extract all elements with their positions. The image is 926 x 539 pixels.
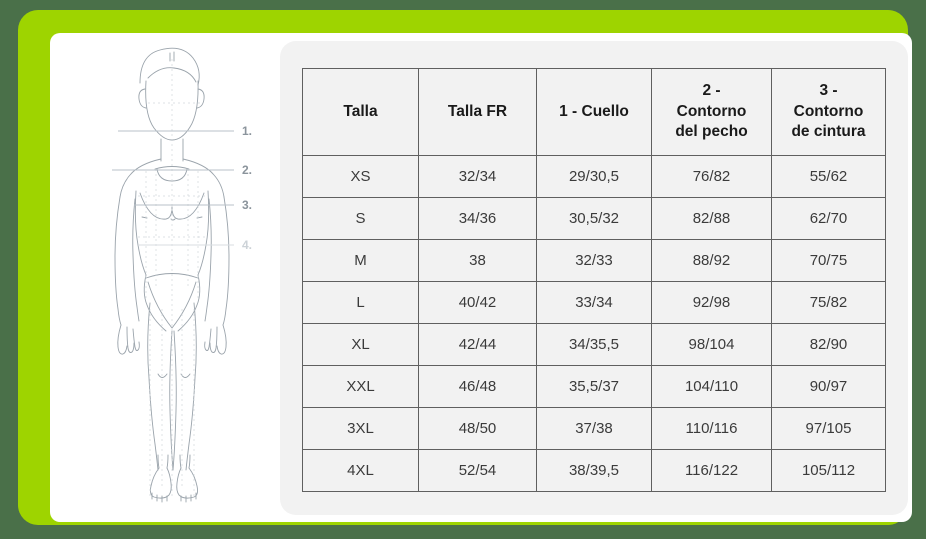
header-line: Contorno [793, 102, 864, 120]
cell-cuello: 37/38 [536, 407, 652, 450]
header-line: 2 - [702, 81, 721, 99]
cell-contorno-pecho: 88/92 [651, 239, 772, 282]
table-header: Talla Talla FR 1 - Cuello 2 - Contorno [302, 68, 886, 156]
cell-contorno-cintura: 82/90 [771, 323, 886, 366]
table-row: XXL 46/48 35,5/37 104/110 90/97 [302, 365, 886, 408]
table-header-row: Talla Talla FR 1 - Cuello 2 - Contorno [302, 68, 886, 156]
header-line: 3 - [819, 81, 838, 99]
header-line: de cintura [791, 123, 866, 141]
cell-talla: XXL [302, 365, 419, 408]
cell-contorno-pecho: 92/98 [651, 281, 772, 324]
column-header-contorno-cintura: 3 - Contorno de cintura [771, 68, 886, 156]
marker-3-label: 3. [242, 198, 252, 212]
cell-talla: 4XL [302, 449, 419, 492]
marker-4-label: 4. [242, 238, 252, 252]
cell-contorno-pecho: 98/104 [651, 323, 772, 366]
cell-talla-fr: 40/42 [418, 281, 537, 324]
column-header-talla-fr: Talla FR [418, 68, 537, 156]
cell-talla-fr: 34/36 [418, 197, 537, 240]
header-line: Contorno [676, 102, 747, 120]
table-row: XL 42/44 34/35,5 98/104 82/90 [302, 323, 886, 366]
table-row: M 38 32/33 88/92 70/75 [302, 239, 886, 282]
cell-talla: L [302, 281, 419, 324]
body-figure-illustration: 1. 2. 3. 4. [78, 41, 288, 511]
cell-contorno-cintura: 75/82 [771, 281, 886, 324]
column-header-talla: Talla [302, 68, 419, 156]
cell-talla-fr: 48/50 [418, 407, 537, 450]
cell-talla: XL [302, 323, 419, 366]
marker-1-label: 1. [242, 124, 252, 138]
cell-contorno-cintura: 62/70 [771, 197, 886, 240]
table-body: XS 32/34 29/30,5 76/82 55/62 S 34/36 30,… [302, 155, 886, 492]
cell-contorno-cintura: 55/62 [771, 155, 886, 198]
measurement-guide-lines [112, 130, 234, 246]
cell-talla-fr: 38 [418, 239, 537, 282]
table-row: 3XL 48/50 37/38 110/116 97/105 [302, 407, 886, 450]
table-row: 4XL 52/54 38/39,5 116/122 105/112 [302, 449, 886, 492]
figure-construction-lines [138, 59, 206, 499]
header-line: 1 - Cuello [559, 102, 629, 120]
cell-cuello: 34/35,5 [536, 323, 652, 366]
column-header-cuello: 1 - Cuello [536, 68, 652, 156]
marker-2-label: 2. [242, 163, 252, 177]
cell-cuello: 30,5/32 [536, 197, 652, 240]
cell-talla: M [302, 239, 419, 282]
table-row: XS 32/34 29/30,5 76/82 55/62 [302, 155, 886, 198]
body-figure-svg: 1. 2. 3. 4. [112, 47, 252, 503]
header-line: del pecho [675, 123, 748, 141]
column-header-contorno-pecho: 2 - Contorno del pecho [651, 68, 772, 156]
cell-contorno-cintura: 70/75 [771, 239, 886, 282]
cell-contorno-pecho: 110/116 [651, 407, 772, 450]
header-line: Talla FR [447, 102, 508, 120]
cell-talla: S [302, 197, 419, 240]
cell-contorno-pecho: 104/110 [651, 365, 772, 408]
table-row: L 40/42 33/34 92/98 75/82 [302, 281, 886, 324]
cell-cuello: 35,5/37 [536, 365, 652, 408]
cell-contorno-pecho: 116/122 [651, 449, 772, 492]
cell-talla-fr: 32/34 [418, 155, 537, 198]
content-canvas: 1. 2. 3. 4. Talla [50, 33, 912, 522]
size-chart-table: Talla Talla FR 1 - Cuello 2 - Contorno [302, 68, 886, 492]
cell-contorno-pecho: 76/82 [651, 155, 772, 198]
table-row: S 34/36 30,5/32 82/88 62/70 [302, 197, 886, 240]
size-table-panel: Talla Talla FR 1 - Cuello 2 - Contorno [280, 41, 908, 515]
cell-contorno-cintura: 105/112 [771, 449, 886, 492]
cell-talla: 3XL [302, 407, 419, 450]
cell-contorno-pecho: 82/88 [651, 197, 772, 240]
cell-talla-fr: 52/54 [418, 449, 537, 492]
cell-contorno-cintura: 90/97 [771, 365, 886, 408]
cell-cuello: 32/33 [536, 239, 652, 282]
header-line: Talla [343, 102, 378, 120]
cell-talla-fr: 46/48 [418, 365, 537, 408]
cell-cuello: 29/30,5 [536, 155, 652, 198]
cell-cuello: 33/34 [536, 281, 652, 324]
measurement-marker-labels: 1. 2. 3. 4. [242, 124, 252, 252]
cell-talla: XS [302, 155, 419, 198]
cell-contorno-cintura: 97/105 [771, 407, 886, 450]
cell-cuello: 38/39,5 [536, 449, 652, 492]
cell-talla-fr: 42/44 [418, 323, 537, 366]
green-rounded-frame: 1. 2. 3. 4. Talla [18, 10, 912, 525]
